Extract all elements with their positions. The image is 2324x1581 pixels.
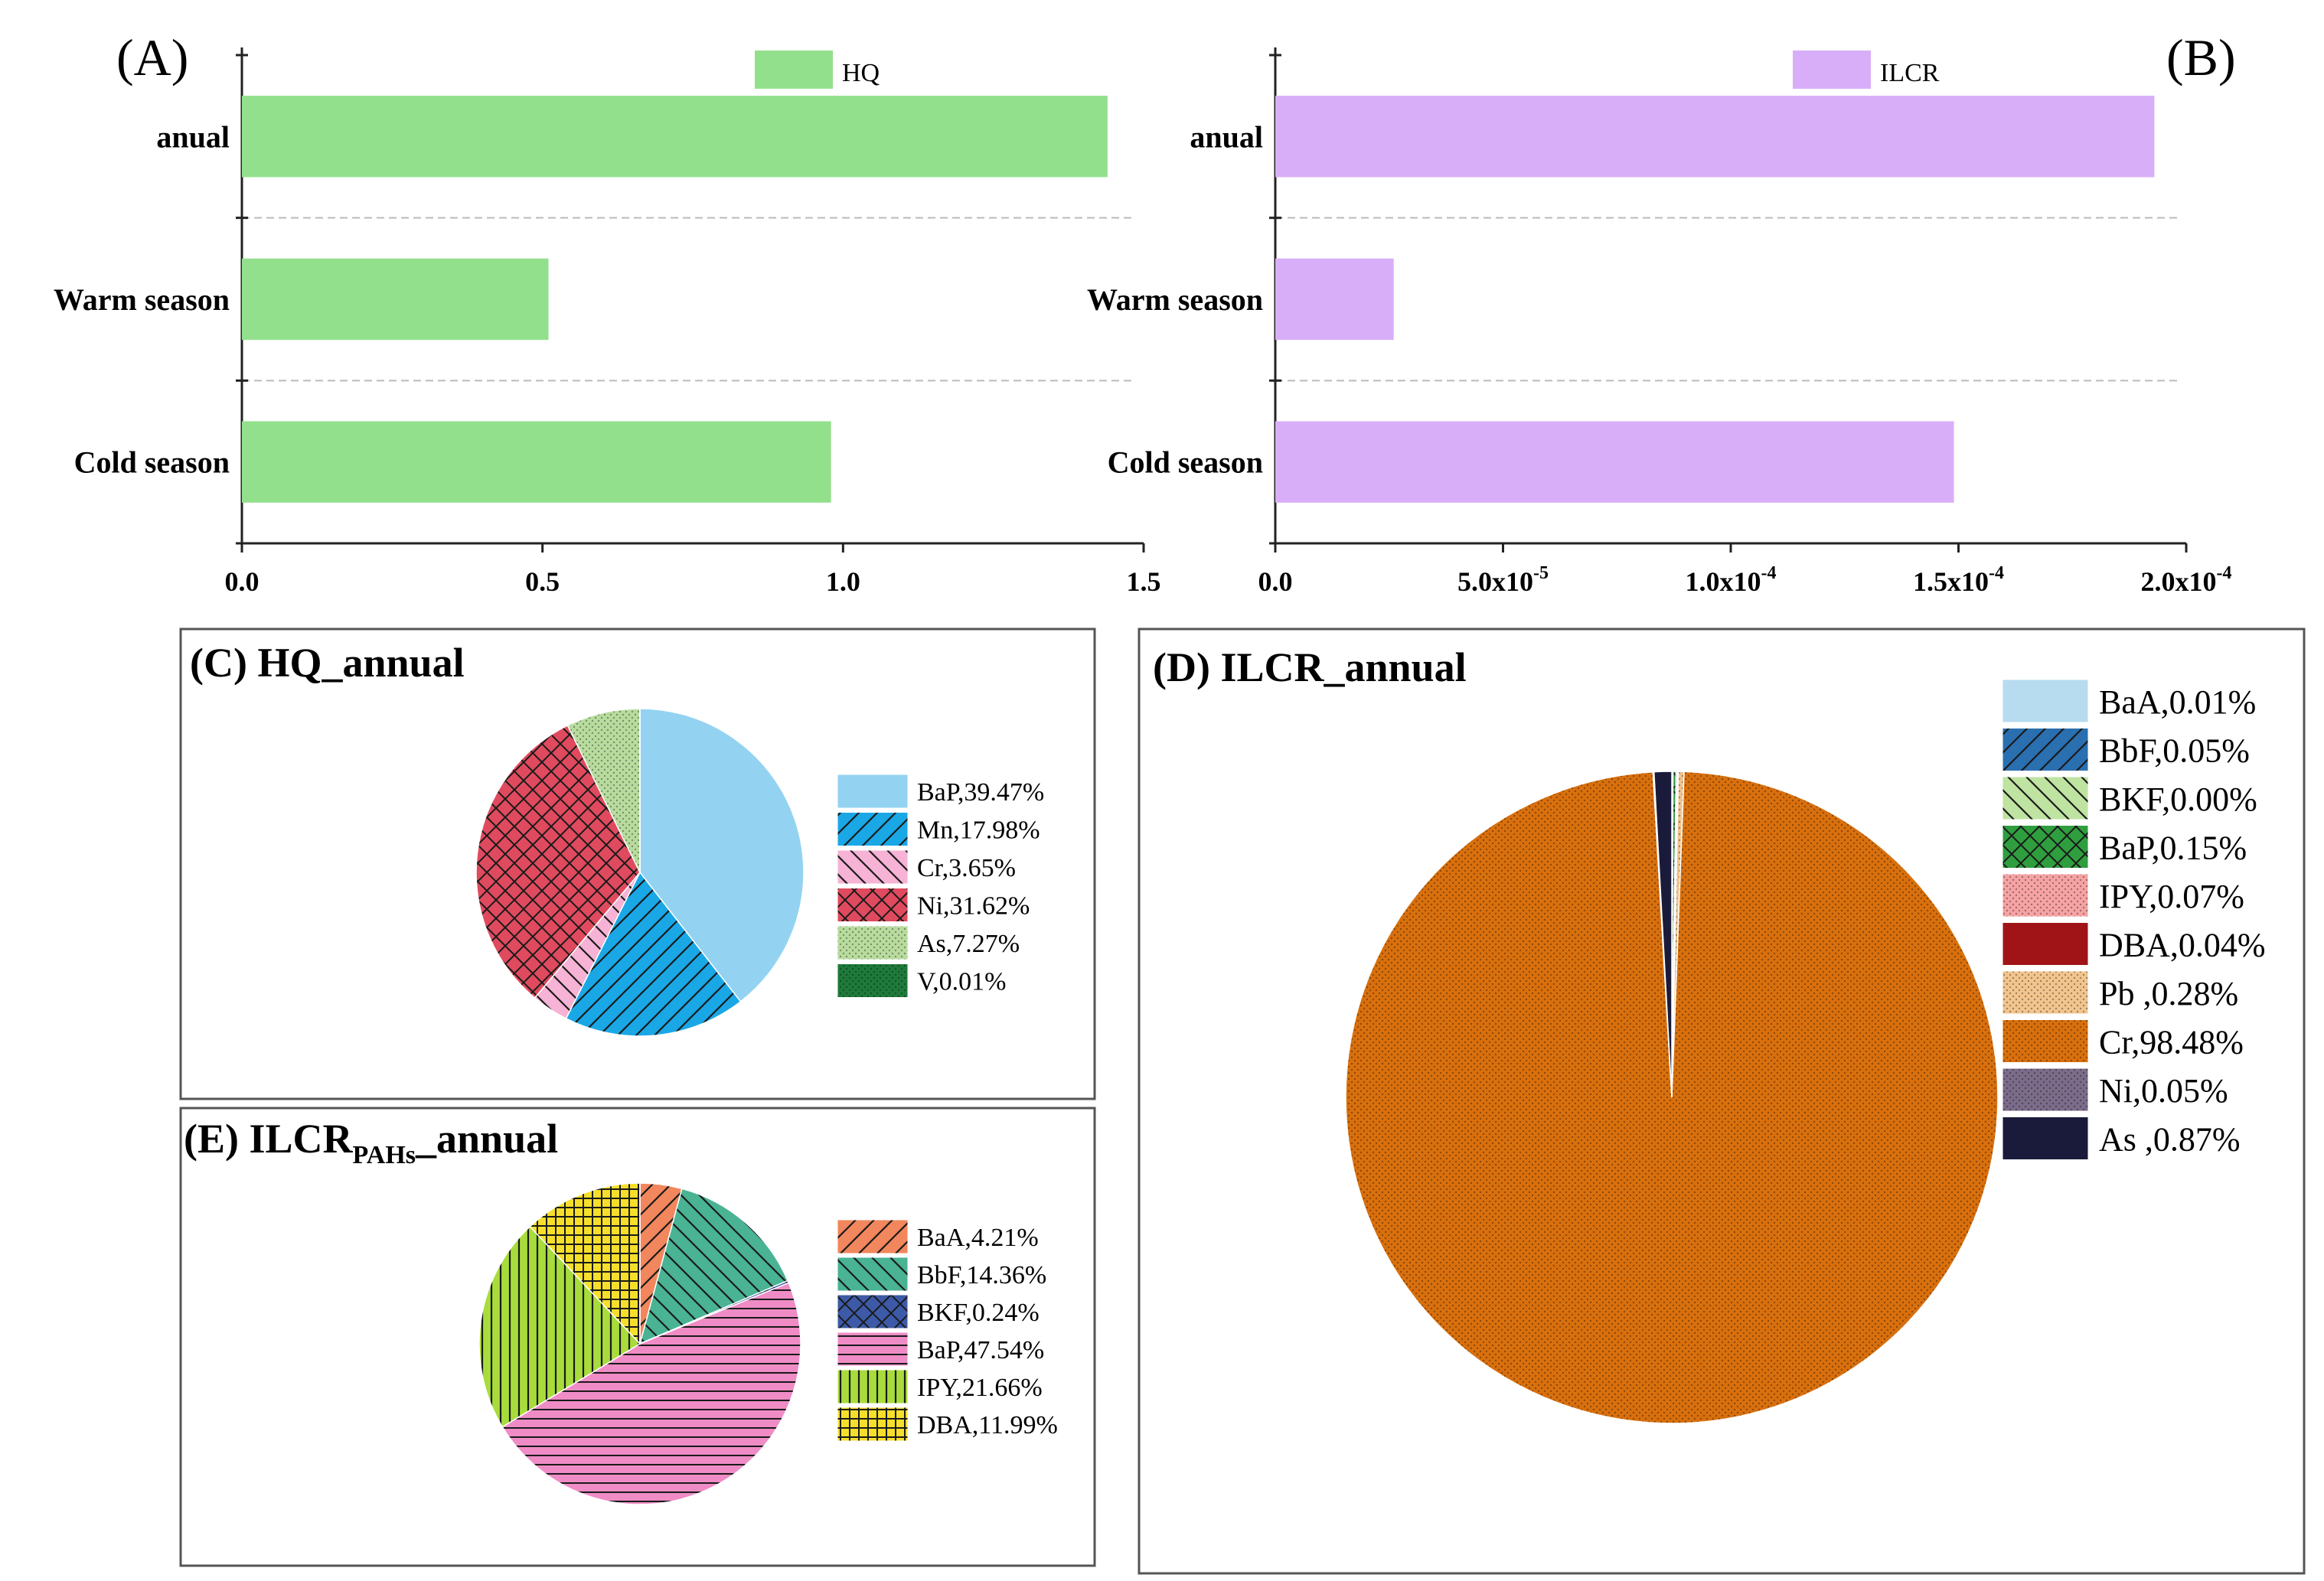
- legend-label-ipy: IPY,21.66%: [917, 1374, 1043, 1402]
- legend-swatch-bbf: [837, 1257, 909, 1292]
- pie-slice-bap: [501, 1282, 801, 1505]
- bar-chart-hq: (A) HQ anual Warm season Cold season 0.0 0.5 1.…: [54, 28, 1161, 597]
- category-label: Cold season: [74, 445, 230, 480]
- pie-slice-bbf: [638, 1188, 789, 1345]
- bar-warm-season: [1275, 258, 1394, 341]
- legend-swatch-pb: [2002, 970, 2089, 1015]
- pie-title: (C) HQ_annual: [190, 640, 465, 686]
- legend-swatch-bkf: [2002, 776, 2089, 820]
- panel-c-frame: [179, 628, 1096, 1100]
- legend-swatch-bap: [837, 774, 909, 809]
- legend-label-ni: Ni,0.05%: [2099, 1072, 2228, 1110]
- pie-title: (D) ILCR_annual: [1153, 644, 1467, 690]
- legend-swatch-ipy: [837, 1369, 909, 1404]
- legend-swatch-v: [837, 963, 909, 998]
- bar-anual: [1275, 96, 2155, 178]
- pie-slice-ipy: [478, 1225, 641, 1428]
- x-tick-label: 0.5: [525, 566, 560, 597]
- bar-cold-season: [1275, 421, 1954, 503]
- legend-label-baa: BaA,0.01%: [2099, 683, 2256, 721]
- legend-label-baa: BaA,4.21%: [917, 1224, 1039, 1252]
- legend-swatch-ipy: [2002, 873, 2089, 918]
- pie-chart-hq-annual: (C) HQ_annual BaP,39.47% Mn,17.98% Cr,3.65%…: [190, 640, 1044, 1037]
- legend-label-ipy: IPY,0.07%: [2099, 878, 2244, 915]
- tick-exponent: -4: [2217, 563, 2232, 583]
- legend-swatch: [755, 51, 833, 89]
- legend-label-bbf: BbF,14.36%: [917, 1261, 1046, 1289]
- x-tick-label: 0.0: [225, 566, 259, 597]
- panel-e-frame: [179, 1107, 1096, 1567]
- legend-label-bap: BaP,47.54%: [917, 1336, 1044, 1364]
- x-tick-label: 0.0: [1258, 566, 1293, 597]
- legend-label-bbf: BbF,0.05%: [2099, 732, 2250, 770]
- legend-swatch-bap: [837, 1332, 909, 1367]
- category-label: anual: [1190, 119, 1263, 154]
- legend-label-cr: Cr,3.65%: [917, 854, 1016, 882]
- legend-swatch-bkf: [837, 1294, 909, 1329]
- x-tick-label: 1.5: [1127, 566, 1161, 597]
- legend-swatch-bap: [2002, 825, 2089, 869]
- pie-title-suffix: _annual: [415, 1116, 558, 1162]
- legend-label-ni: Ni,31.62%: [917, 892, 1030, 921]
- category-label: Cold season: [1108, 445, 1263, 480]
- panel-d-frame: [1138, 628, 2306, 1575]
- pie-chart-ilcr-annual: (D) ILCR_annual BaA,0.01% BbF,0.05% BKF,0.0…: [1153, 644, 2266, 1424]
- legend-swatch-dba: [837, 1407, 909, 1442]
- x-tick-label: 1.0x10-4: [1686, 563, 1777, 597]
- panel-label-A: (A): [116, 28, 188, 86]
- legend-swatch-ni: [2002, 1068, 2089, 1112]
- legend-swatch-ni: [837, 888, 909, 922]
- tick-exponent: -4: [1761, 563, 1777, 583]
- legend-label: ILCR: [1880, 59, 1940, 87]
- legend-label-dba: DBA,0.04%: [2099, 927, 2266, 964]
- legend-swatch-bbf: [2002, 728, 2089, 771]
- legend-label-as: As ,0.87%: [2099, 1121, 2241, 1159]
- pie-slice-as: [1653, 771, 1673, 1098]
- legend-label-bap: BaP,0.15%: [2099, 830, 2247, 867]
- category-label: Warm season: [1087, 282, 1263, 317]
- legend-swatch-mn: [837, 812, 909, 846]
- pie-slice-cr: [1345, 771, 1999, 1424]
- tick-exponent: -5: [1533, 563, 1549, 583]
- legend-label-bkf: BKF,0.00%: [2099, 781, 2257, 818]
- legend-swatch-as: [2002, 1116, 2089, 1160]
- legend-label-v: V,0.01%: [917, 968, 1007, 996]
- pie-slice-ni: [475, 724, 641, 999]
- pie-title-subscript: PAHs: [353, 1141, 416, 1169]
- legend-label-bkf: BKF,0.24%: [917, 1299, 1040, 1327]
- x-tick-label: 2.0x10-4: [2141, 563, 2232, 597]
- legend-label-mn: Mn,17.98%: [917, 817, 1040, 845]
- x-tick-label: 1.0: [826, 566, 860, 597]
- x-tick-label: 1.5x10-4: [1913, 563, 2004, 597]
- legend-label-dba: DBA,11.99%: [917, 1411, 1058, 1439]
- pie-slice-as: [566, 708, 641, 873]
- legend-swatch-as: [837, 925, 909, 960]
- legend-swatch-baa: [837, 1219, 909, 1254]
- legend-swatch-cr: [2002, 1019, 2089, 1063]
- panel-label-B: (B): [2166, 28, 2236, 86]
- legend-swatch-baa: [2002, 679, 2089, 723]
- legend-label-pb: Pb ,0.28%: [2099, 975, 2238, 1012]
- tick-exponent: -4: [1989, 563, 2004, 583]
- legend-label: HQ: [842, 59, 880, 87]
- legend-label-as: As,7.27%: [917, 930, 1020, 958]
- pie-chart-ilcr-pahs-annual: (E) ILCRPAHs_annual BaA,4.21% BbF,14.36% BK…: [184, 1116, 1058, 1505]
- bar-warm-season: [242, 258, 549, 341]
- legend-swatch: [1793, 51, 1871, 89]
- pie-slice-bap: [639, 708, 805, 1002]
- pie-title: (E) ILCRPAHs_annual: [184, 1116, 558, 1169]
- legend-swatch-dba: [2002, 922, 2089, 966]
- legend-swatch-cr: [837, 849, 909, 885]
- bar-cold-season: [242, 421, 831, 503]
- category-label: Warm season: [54, 282, 230, 317]
- pie-slice-dba: [529, 1182, 641, 1345]
- legend-label-cr: Cr,98.48%: [2099, 1024, 2244, 1061]
- category-label: anual: [156, 119, 230, 154]
- bar-chart-ilcr: (B) ILCR anual Warm season Cold season 0.0 5.0…: [1087, 28, 2236, 597]
- x-tick-label: 5.0x10-5: [1457, 563, 1549, 597]
- pie-slice-mn: [565, 871, 742, 1037]
- legend-label-bap: BaP,39.47%: [917, 778, 1044, 807]
- bar-anual: [242, 96, 1108, 178]
